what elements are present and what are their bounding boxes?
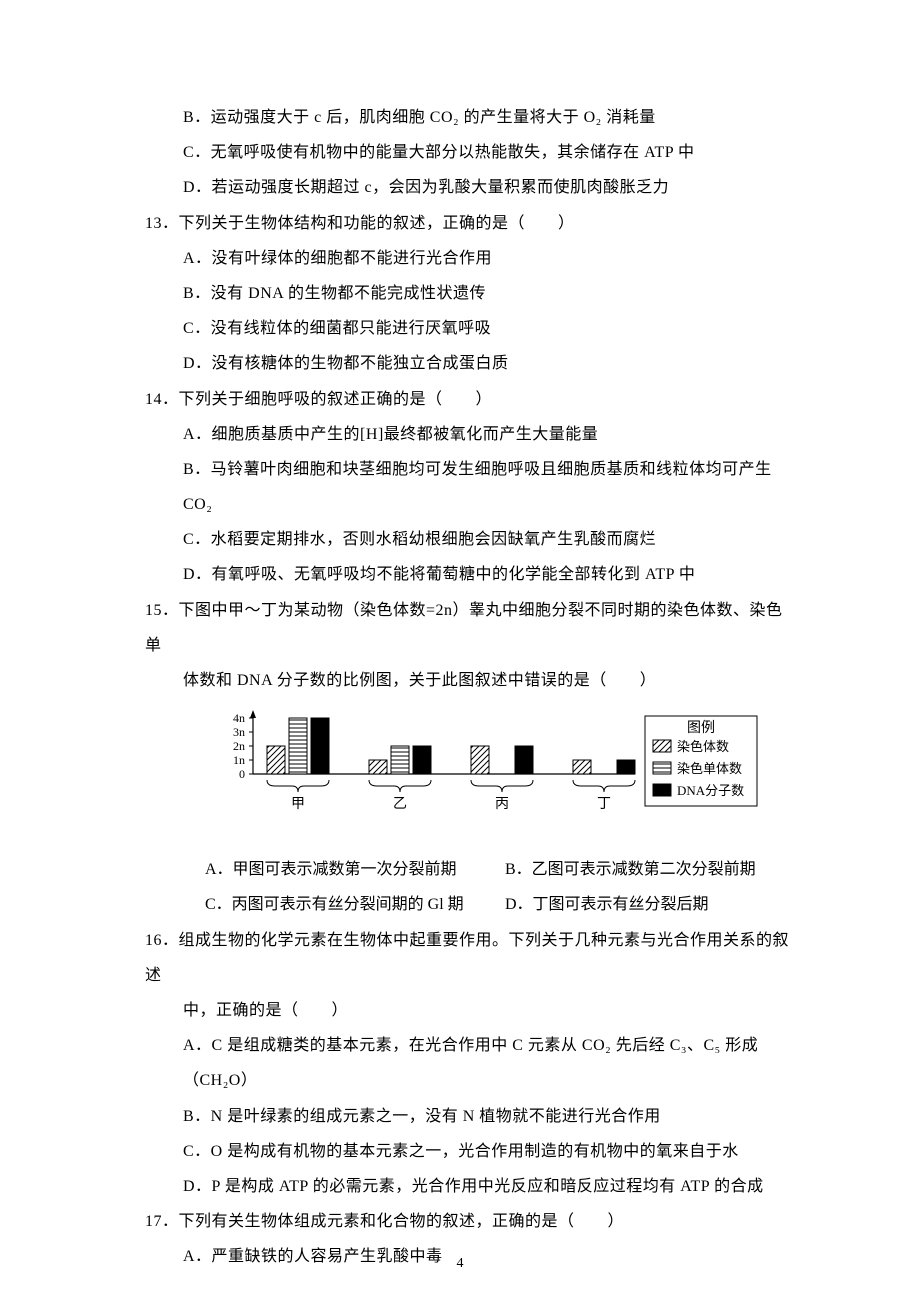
q15-option-b: B．乙图可表示减数第二次分裂前期	[505, 852, 756, 887]
q15-chart: 4n3n2n1n0 甲 乙 丙 丁 图例染色体数染色单体数 DNA分子数	[215, 710, 765, 840]
bar-chart-svg: 4n3n2n1n0 甲 乙 丙 丁 图例染色体数染色单体数 DNA分子数	[215, 710, 765, 840]
svg-text:3n: 3n	[233, 725, 245, 739]
document-page: B．运动强度大于 c 后，肌肉细胞 CO₂ 的产生量将大于 O₂ 消耗量 C．无…	[0, 0, 920, 1314]
svg-text:染色体数: 染色体数	[677, 739, 729, 754]
svg-text:丁: 丁	[597, 797, 611, 812]
q16-option-c: C．O 是构成有机物的基本元素之一，光合作用制造的有机物中的氧来自于水	[145, 1134, 795, 1169]
q15-options-row1: A．甲图可表示减数第一次分裂前期 B．乙图可表示减数第二次分裂前期	[145, 852, 795, 887]
q14-option-a: A．细胞质基质中产生的[H]最终都被氧化而产生大量能量	[145, 417, 795, 452]
svg-text:甲: 甲	[291, 797, 305, 812]
q16-option-a: A．C 是组成糖类的基本元素，在光合作用中 C 元素从 CO₂ 先后经 C₃、C…	[145, 1028, 795, 1098]
q13-option-a: A．没有叶绿体的细胞都不能进行光合作用	[145, 241, 795, 276]
q12-option-c: C．无氧呼吸使有机物中的能量大部分以热能散失，其余储存在 ATP 中	[145, 135, 795, 170]
q16-stem-line2: 中，正确的是（ ）	[145, 993, 795, 1028]
svg-text:染色单体数: 染色单体数	[677, 761, 742, 776]
svg-text:DNA分子数: DNA分子数	[677, 783, 744, 798]
q16-option-b: B．N 是叶绿素的组成元素之一，没有 N 植物就不能进行光合作用	[145, 1099, 795, 1134]
q12-option-b: B．运动强度大于 c 后，肌肉细胞 CO₂ 的产生量将大于 O₂ 消耗量	[145, 100, 795, 135]
svg-text:图例: 图例	[687, 720, 715, 736]
q17-stem: 17．下列有关生物体组成元素和化合物的叙述，正确的是（ ）	[145, 1204, 795, 1239]
svg-text:4n: 4n	[233, 711, 245, 725]
q13-option-b: B．没有 DNA 的生物都不能完成性状遗传	[145, 276, 795, 311]
q16-option-d: D．P 是构成 ATP 的必需元素，光合作用中光反应和暗反应过程均有 ATP 的…	[145, 1169, 795, 1204]
q13-option-d: D．没有核糖体的生物都不能独立合成蛋白质	[145, 346, 795, 381]
svg-text:1n: 1n	[233, 753, 245, 767]
svg-text:丙: 丙	[495, 797, 509, 812]
q15-option-d: D．丁图可表示有丝分裂后期	[505, 887, 709, 922]
svg-text:0: 0	[239, 767, 245, 781]
q15-option-c: C．丙图可表示有丝分裂间期的 Gl 期	[205, 887, 465, 922]
q14-stem: 14．下列关于细胞呼吸的叙述正确的是（ ）	[145, 382, 795, 417]
q12-option-d: D．若运动强度长期超过 c，会因为乳酸大量积累而使肌肉酸胀乏力	[145, 170, 795, 205]
q14-option-d: D．有氧呼吸、无氧呼吸均不能将葡萄糖中的化学能全部转化到 ATP 中	[145, 557, 795, 592]
svg-text:2n: 2n	[233, 739, 245, 753]
page-number: 4	[0, 1249, 920, 1280]
q14-option-b: B．马铃薯叶肉细胞和块茎细胞均可发生细胞呼吸且细胞质基质和线粒体均可产生 CO₂	[145, 452, 795, 522]
svg-text:乙: 乙	[393, 796, 407, 812]
q15-stem-line1: 15．下图中甲～丁为某动物（染色体数=2n）睾丸中细胞分裂不同时期的染色体数、染…	[145, 593, 795, 663]
q15-options-row2: C．丙图可表示有丝分裂间期的 Gl 期 D．丁图可表示有丝分裂后期	[145, 887, 795, 922]
q13-option-c: C．没有线粒体的细菌都只能进行厌氧呼吸	[145, 311, 795, 346]
q14-option-c: C．水稻要定期排水，否则水稻幼根细胞会因缺氧产生乳酸而腐烂	[145, 522, 795, 557]
q15-stem-line2: 体数和 DNA 分子数的比例图，关于此图叙述中错误的是（ ）	[145, 663, 795, 698]
q15-option-a: A．甲图可表示减数第一次分裂前期	[205, 852, 465, 887]
q13-stem: 13．下列关于生物体结构和功能的叙述，正确的是（ ）	[145, 206, 795, 241]
q16-stem-line1: 16．组成生物的化学元素在生物体中起重要作用。下列关于几种元素与光合作用关系的叙…	[145, 923, 795, 993]
